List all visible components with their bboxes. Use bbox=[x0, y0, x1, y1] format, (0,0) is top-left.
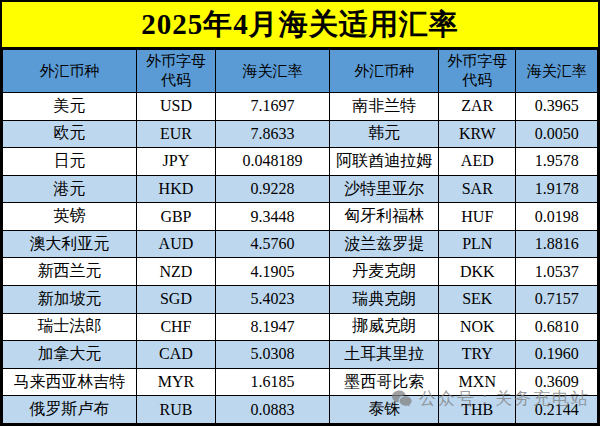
currency-code-cell: THB bbox=[439, 396, 516, 424]
currency-code-cell: HKD bbox=[136, 175, 215, 203]
currency-name-cell: 英镑 bbox=[3, 203, 137, 231]
rate-cell: 0.0198 bbox=[516, 203, 598, 231]
currency-code-cell: JPY bbox=[136, 148, 215, 176]
table-row: 日元 JPY 0.048189 阿联酋迪拉姆 AED 1.9578 bbox=[3, 148, 598, 176]
table-header-row: 外汇币种 外币字母代码 海关汇率 外汇币种 外币字母代码 海关汇率 bbox=[3, 50, 598, 93]
currency-name-cell: 欧元 bbox=[3, 120, 137, 148]
table-row: 英镑 GBP 9.3448 匈牙利福林 HUF 0.0198 bbox=[3, 203, 598, 231]
table-row: 马来西亚林吉特 MYR 1.6185 墨西哥比索 MXN 0.3609 bbox=[3, 368, 598, 396]
currency-name-cell: 港元 bbox=[3, 175, 137, 203]
rate-cell: 7.8633 bbox=[216, 120, 330, 148]
currency-name-cell: 韩元 bbox=[330, 120, 439, 148]
table-row: 加拿大元 CAD 5.0308 土耳其里拉 TRY 0.1960 bbox=[3, 341, 598, 369]
rate-cell: 5.0308 bbox=[216, 341, 330, 369]
header-rate-left: 海关汇率 bbox=[216, 50, 330, 93]
currency-name-cell: 阿联酋迪拉姆 bbox=[330, 148, 439, 176]
currency-name-cell: 瑞典克朗 bbox=[330, 286, 439, 314]
currency-code-cell: NZD bbox=[136, 258, 215, 286]
currency-name-cell: 匈牙利福林 bbox=[330, 203, 439, 231]
table-row: 港元 HKD 0.9228 沙特里亚尔 SAR 1.9178 bbox=[3, 175, 598, 203]
currency-name-cell: 波兰兹罗提 bbox=[330, 230, 439, 258]
rate-cell: 0.0883 bbox=[216, 396, 330, 424]
table-row: 澳大利亚元 AUD 4.5760 波兰兹罗提 PLN 1.8816 bbox=[3, 230, 598, 258]
currency-code-cell: CAD bbox=[136, 341, 215, 369]
rate-cell: 9.3448 bbox=[216, 203, 330, 231]
currency-name-cell: 新西兰元 bbox=[3, 258, 137, 286]
currency-name-cell: 美元 bbox=[3, 93, 137, 121]
currency-code-cell: MXN bbox=[439, 368, 516, 396]
rate-cell: 0.3965 bbox=[516, 93, 598, 121]
currency-code-cell: CHF bbox=[136, 313, 215, 341]
rate-cell: 5.4023 bbox=[216, 286, 330, 314]
table-row: 俄罗斯卢布 RUB 0.0883 泰铢 THB 0.2144 bbox=[3, 396, 598, 424]
currency-code-cell: SGD bbox=[136, 286, 215, 314]
rate-cell: 8.1947 bbox=[216, 313, 330, 341]
currency-name-cell: 南非兰特 bbox=[330, 93, 439, 121]
rate-cell: 0.7157 bbox=[516, 286, 598, 314]
header-code-left: 外币字母代码 bbox=[136, 50, 215, 93]
currency-code-cell: DKK bbox=[439, 258, 516, 286]
currency-name-cell: 加拿大元 bbox=[3, 341, 137, 369]
currency-code-cell: TRY bbox=[439, 341, 516, 369]
currency-name-cell: 沙特里亚尔 bbox=[330, 175, 439, 203]
currency-name-cell: 俄罗斯卢布 bbox=[3, 396, 137, 424]
currency-code-cell: USD bbox=[136, 93, 215, 121]
header-currency-left: 外汇币种 bbox=[3, 50, 137, 93]
table-row: 欧元 EUR 7.8633 韩元 KRW 0.0050 bbox=[3, 120, 598, 148]
header-currency-right: 外汇币种 bbox=[330, 50, 439, 93]
currency-code-cell: EUR bbox=[136, 120, 215, 148]
rate-cell: 4.1905 bbox=[216, 258, 330, 286]
rate-cell: 7.1697 bbox=[216, 93, 330, 121]
rate-cell: 4.5760 bbox=[216, 230, 330, 258]
table-row: 新加坡元 SGD 5.4023 瑞典克朗 SEK 0.7157 bbox=[3, 286, 598, 314]
currency-name-cell: 新加坡元 bbox=[3, 286, 137, 314]
rate-cell: 1.6185 bbox=[216, 368, 330, 396]
rate-cell: 1.9178 bbox=[516, 175, 598, 203]
exchange-rate-sheet: 2025年4月海关适用汇率 外汇币种 外币字母代码 海关汇率 外汇币种 外币字母… bbox=[0, 0, 600, 426]
rate-cell: 0.1960 bbox=[516, 341, 598, 369]
currency-code-cell: MYR bbox=[136, 368, 215, 396]
currency-code-cell: NOK bbox=[439, 313, 516, 341]
currency-code-cell: AED bbox=[439, 148, 516, 176]
currency-name-cell: 澳大利亚元 bbox=[3, 230, 137, 258]
currency-name-cell: 泰铢 bbox=[330, 396, 439, 424]
currency-code-cell: AUD bbox=[136, 230, 215, 258]
rate-cell: 1.9578 bbox=[516, 148, 598, 176]
currency-name-cell: 日元 bbox=[3, 148, 137, 176]
rate-cell: 0.048189 bbox=[216, 148, 330, 176]
currency-name-cell: 挪威克朗 bbox=[330, 313, 439, 341]
currency-code-cell: SAR bbox=[439, 175, 516, 203]
currency-code-cell: PLN bbox=[439, 230, 516, 258]
currency-code-cell: SEK bbox=[439, 286, 516, 314]
rate-cell: 0.6810 bbox=[516, 313, 598, 341]
currency-name-cell: 瑞士法郎 bbox=[3, 313, 137, 341]
currency-name-cell: 土耳其里拉 bbox=[330, 341, 439, 369]
rate-cell: 0.3609 bbox=[516, 368, 598, 396]
rate-cell: 0.9228 bbox=[216, 175, 330, 203]
table-row: 新西兰元 NZD 4.1905 丹麦克朗 DKK 1.0537 bbox=[3, 258, 598, 286]
currency-code-cell: HUF bbox=[439, 203, 516, 231]
rate-cell: 1.0537 bbox=[516, 258, 598, 286]
table-row: 美元 USD 7.1697 南非兰特 ZAR 0.3965 bbox=[3, 93, 598, 121]
currency-name-cell: 丹麦克朗 bbox=[330, 258, 439, 286]
header-rate-right: 海关汇率 bbox=[516, 50, 598, 93]
page-title: 2025年4月海关适用汇率 bbox=[2, 2, 598, 49]
currency-code-cell: KRW bbox=[439, 120, 516, 148]
currency-code-cell: ZAR bbox=[439, 93, 516, 121]
header-code-right: 外币字母代码 bbox=[439, 50, 516, 93]
rate-cell: 0.2144 bbox=[516, 396, 598, 424]
currency-code-cell: RUB bbox=[136, 396, 215, 424]
currency-name-cell: 墨西哥比索 bbox=[330, 368, 439, 396]
rate-cell: 0.0050 bbox=[516, 120, 598, 148]
currency-code-cell: GBP bbox=[136, 203, 215, 231]
currency-name-cell: 马来西亚林吉特 bbox=[3, 368, 137, 396]
rate-cell: 1.8816 bbox=[516, 230, 598, 258]
exchange-rate-table: 外汇币种 外币字母代码 海关汇率 外汇币种 外币字母代码 海关汇率 美元 USD… bbox=[2, 49, 598, 424]
table-row: 瑞士法郎 CHF 8.1947 挪威克朗 NOK 0.6810 bbox=[3, 313, 598, 341]
